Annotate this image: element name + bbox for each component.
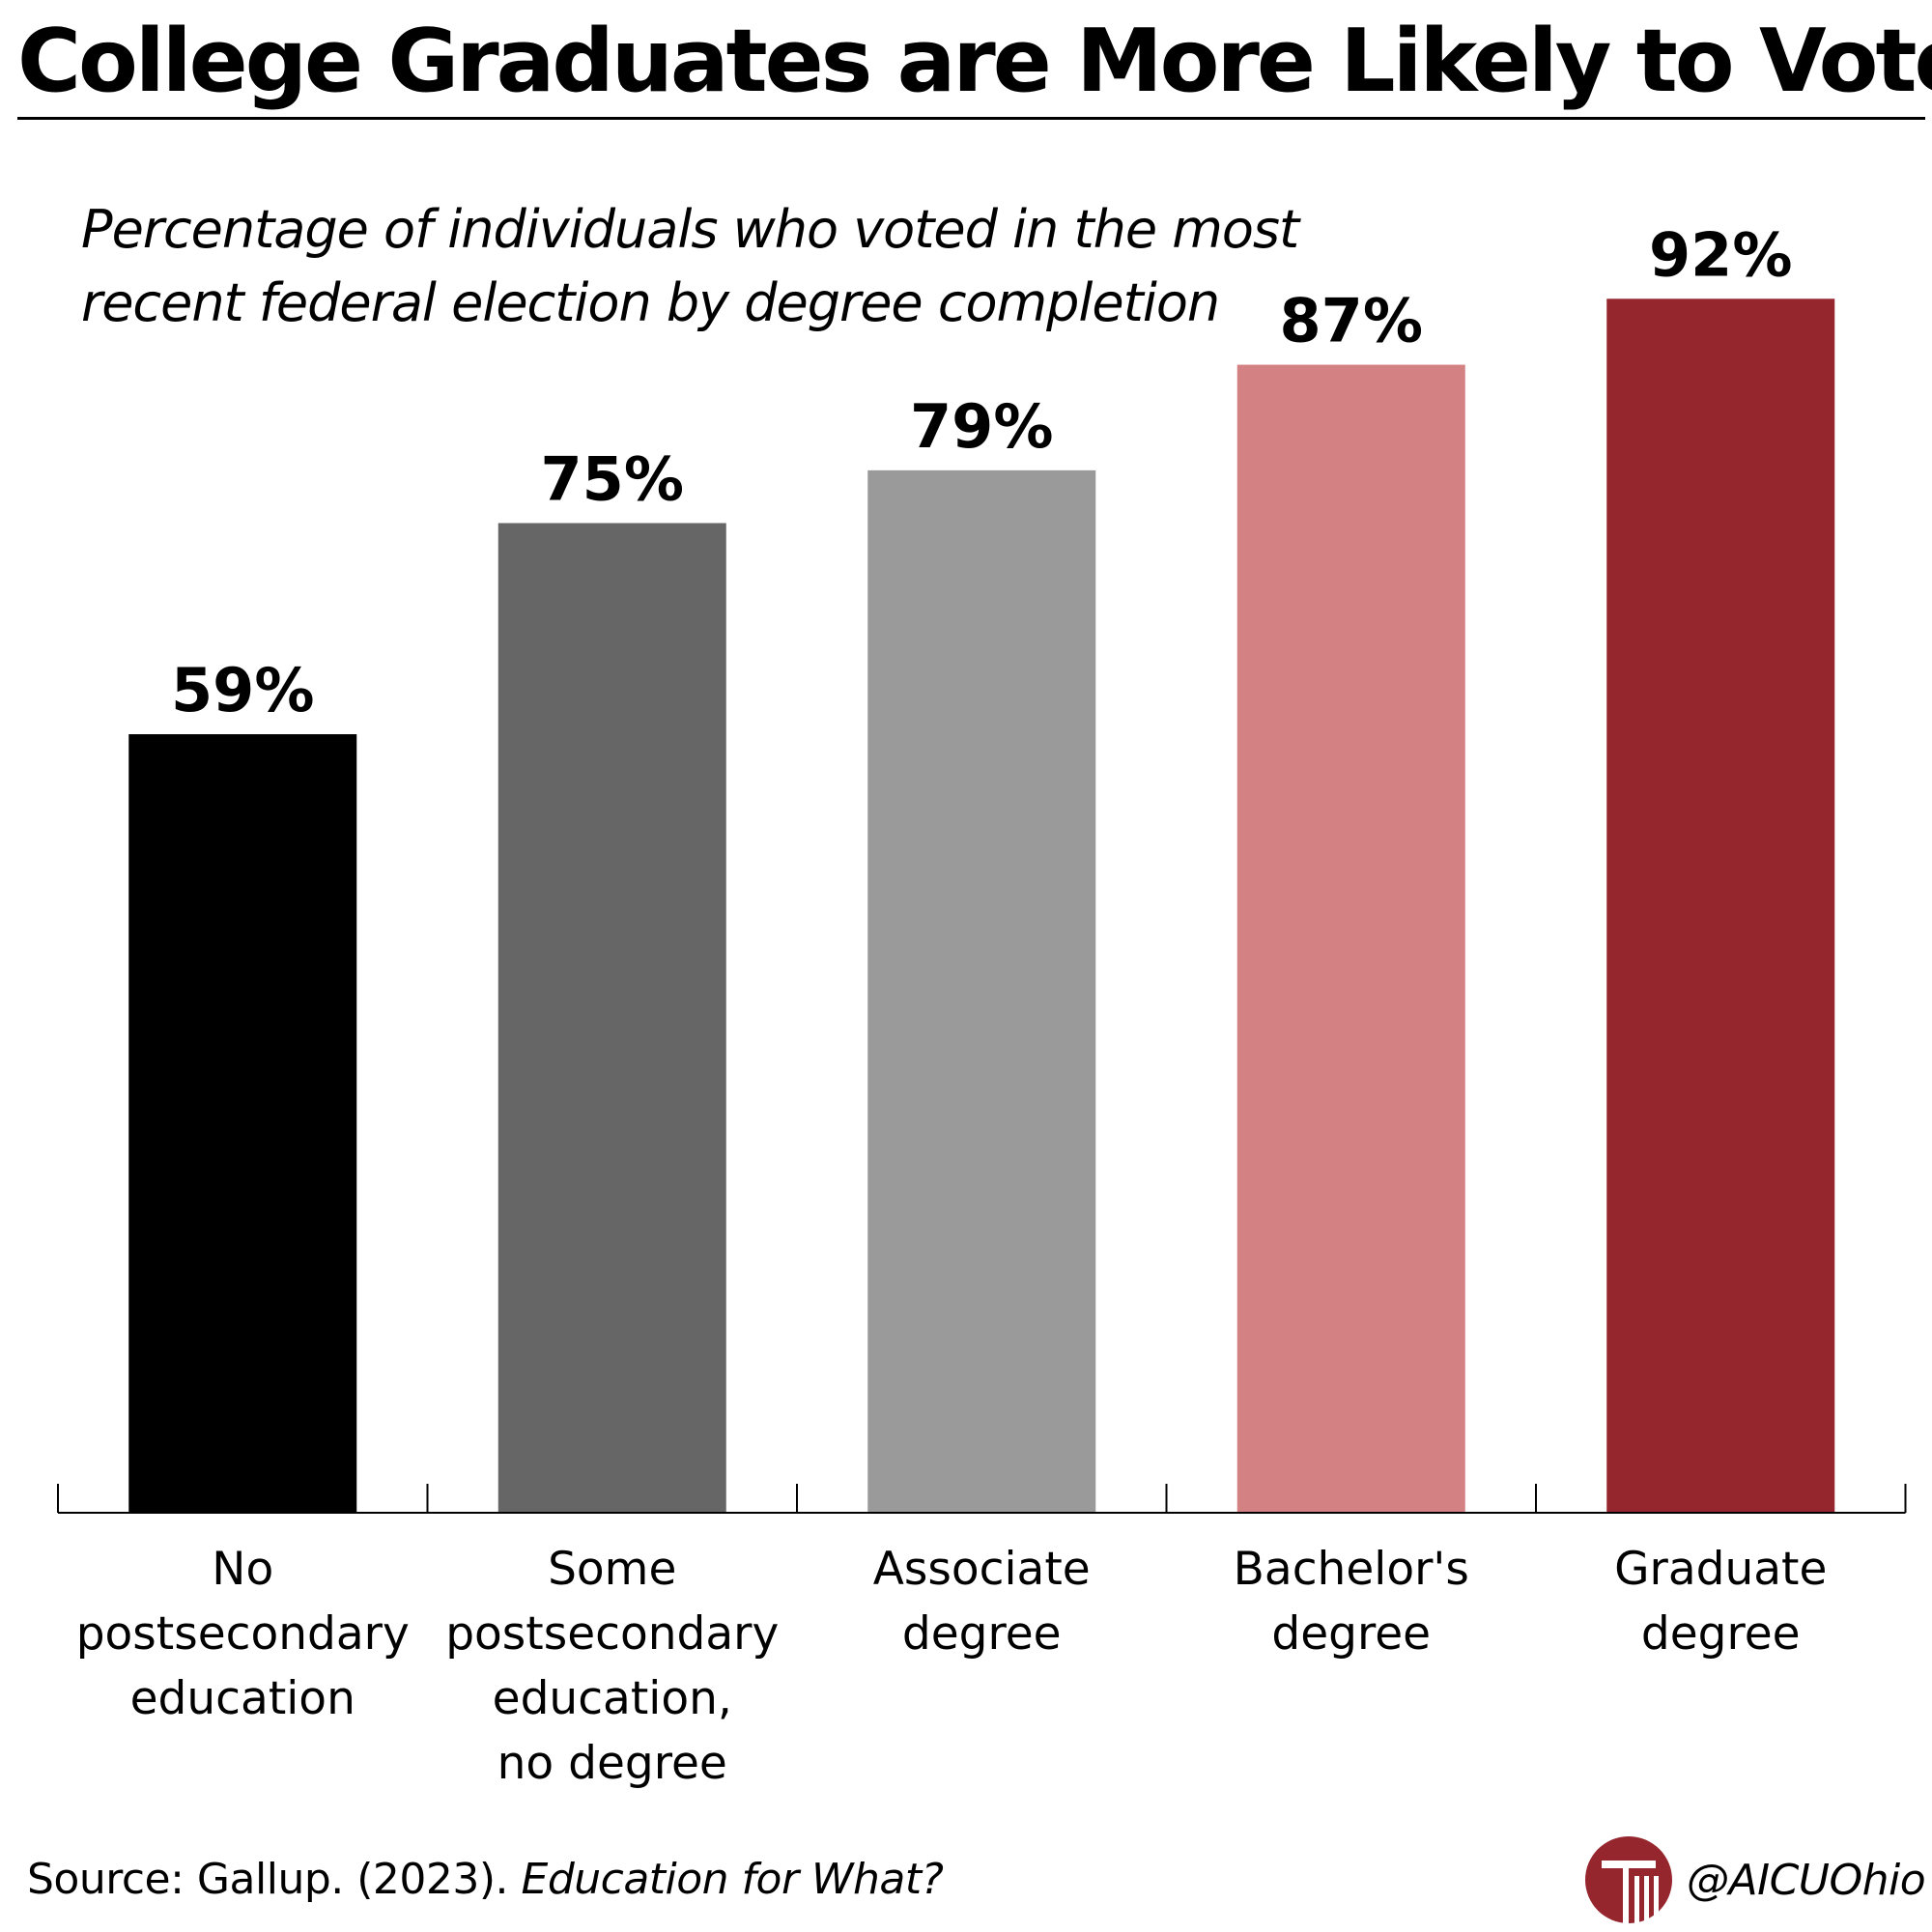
bar [1236,364,1465,1514]
bar [128,734,357,1513]
value-label: 75% [541,444,684,515]
category-label: Some postsecondary education, no degree [445,1543,779,1790]
value-label-group: 59% 75% 79% 87% 92% [171,219,1792,725]
bar-group [128,298,1835,1514]
bar [497,523,726,1513]
category-label: Bachelor's degree [1234,1543,1469,1661]
social-handle: @AICUOhio [1687,1855,1926,1905]
x-axis [57,1484,1907,1514]
aicu-column-logo-icon [1585,1836,1672,1924]
title-rule [17,117,1925,120]
value-label: 79% [910,391,1053,462]
brand: @AICUOhio [1584,1833,1926,1926]
value-label: 59% [171,655,314,725]
category-label: Associate degree [873,1543,1091,1661]
chart-title: College Graduates are More Likely to Vot… [17,11,1932,112]
source-note: Source: Gallup. (2023). Education for Wh… [27,1853,944,1907]
source-title: Education for What? [521,1855,945,1904]
bar [1606,298,1835,1513]
value-label: 87% [1280,286,1423,356]
category-label: Graduate degree [1614,1543,1827,1661]
category-label: No postsecondary education [76,1543,410,1725]
bar [867,469,1096,1513]
chart-subtitle: Percentage of individuals who voted in t… [81,199,1299,333]
value-label: 92% [1649,219,1792,290]
source-prefix: Source: Gallup. (2023). [27,1855,522,1904]
